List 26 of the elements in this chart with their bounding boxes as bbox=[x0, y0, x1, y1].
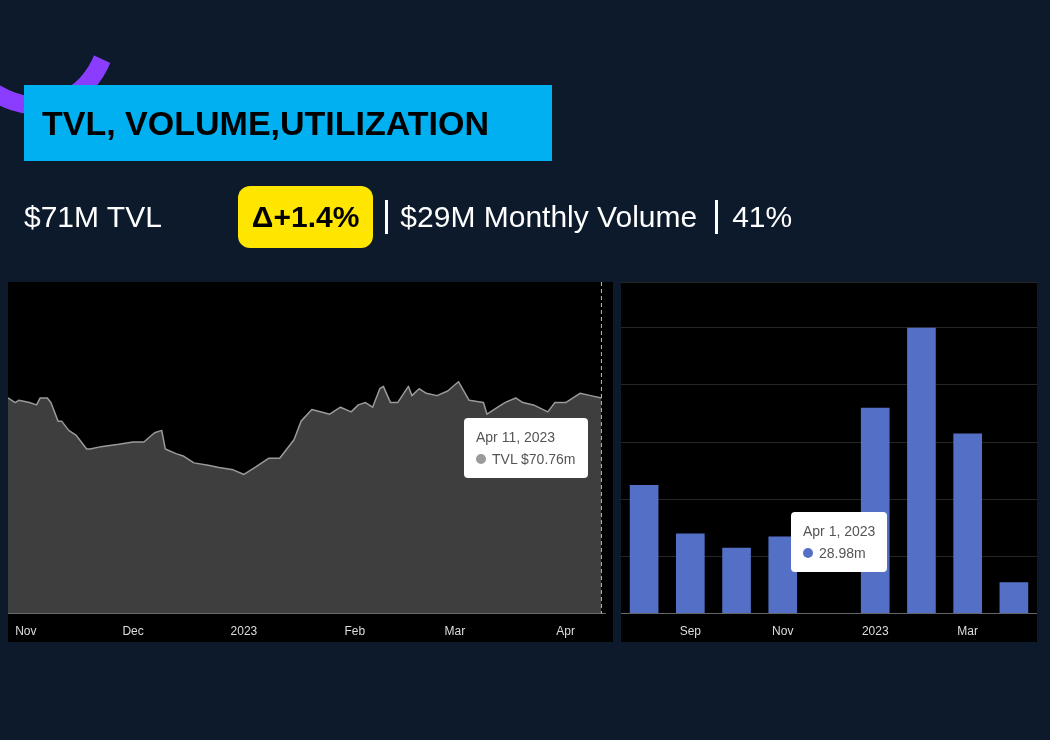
x-tick-label: 2023 bbox=[230, 624, 258, 639]
bar bbox=[999, 582, 1029, 614]
x-tick-label: Dec bbox=[122, 624, 144, 639]
x-tick-label: Nov bbox=[15, 624, 37, 639]
annotation: Apr 1, 2023 bbox=[803, 522, 876, 541]
annotation: 28.98m bbox=[819, 544, 866, 563]
bar bbox=[722, 547, 751, 614]
text: $29M Monthly Volume bbox=[399, 200, 699, 234]
text: 41% bbox=[731, 200, 794, 234]
annotation: Apr 11, 2023 bbox=[476, 428, 557, 447]
x-tick-label: Feb bbox=[344, 624, 366, 639]
text: Δ+1.4% bbox=[237, 186, 374, 248]
bar bbox=[768, 536, 798, 614]
x-tick-label: 2023 bbox=[861, 624, 889, 639]
x-tick-label: Apr bbox=[556, 624, 576, 639]
x-tick-label: Mar bbox=[957, 624, 978, 639]
x-tick-label: Nov bbox=[772, 624, 794, 639]
bar bbox=[953, 433, 982, 614]
bar bbox=[676, 533, 705, 614]
bar bbox=[907, 327, 936, 614]
text: $71M TVL bbox=[23, 200, 163, 234]
x-tick-label: Sep bbox=[679, 624, 702, 639]
bar bbox=[629, 484, 659, 614]
text: TVL, VOLUME,UTILIZATION bbox=[24, 85, 552, 161]
x-tick-label: Mar bbox=[444, 624, 466, 639]
annotation: TVL $70.76m bbox=[492, 450, 576, 469]
